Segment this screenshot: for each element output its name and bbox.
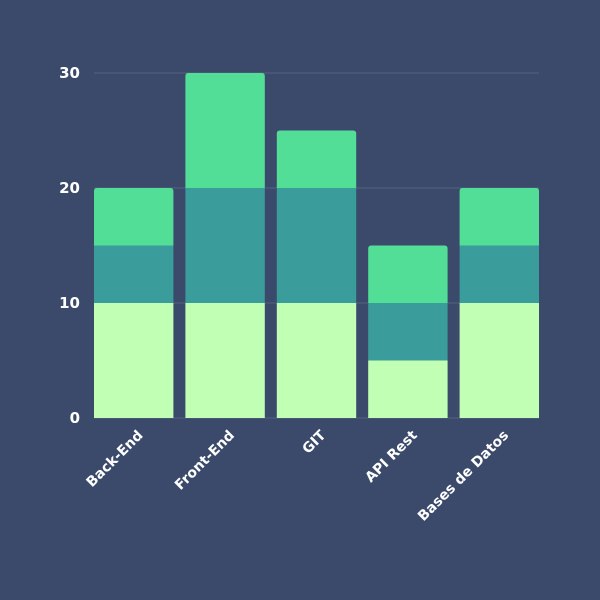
y-tick-label-20: 20 xyxy=(59,179,80,197)
bar-git-segment-1 xyxy=(276,303,357,418)
x-tick-label-api-rest: API Rest xyxy=(362,427,421,486)
y-tick-label-0: 0 xyxy=(70,409,80,427)
bar-api-rest-segment-1 xyxy=(368,360,448,418)
bar-front-end-segment-1 xyxy=(185,303,265,418)
y-axis-ticks: 0 10 20 30 xyxy=(59,64,80,427)
y-tick-label-10: 10 xyxy=(59,294,80,312)
bar-api-rest-segment-2 xyxy=(368,303,448,361)
bar-front-end-segment-3 xyxy=(185,73,265,188)
x-tick-label-bases-de-datos: Bases de Datos xyxy=(415,428,512,525)
bar-back-end-segment-1 xyxy=(94,303,174,418)
bar-back-end-segment-2 xyxy=(94,245,174,303)
x-tick-label-front-end: Front-End xyxy=(172,428,238,494)
bar-front-end-segment-2 xyxy=(185,188,265,303)
x-tick-label-back-end: Back-End xyxy=(84,428,147,491)
bar-api-rest-segment-3 xyxy=(368,245,448,303)
bar-git-segment-3 xyxy=(276,130,357,188)
bars xyxy=(94,73,539,418)
bar-back-end-segment-3 xyxy=(94,188,174,246)
bar-bases-de-datos-segment-3 xyxy=(459,188,539,246)
bar-git-segment-2 xyxy=(276,188,357,303)
x-tick-label-git: GIT xyxy=(299,427,329,457)
bar-bases-de-datos-segment-1 xyxy=(459,303,539,418)
bar-bases-de-datos-segment-2 xyxy=(459,245,539,303)
y-tick-label-30: 30 xyxy=(59,64,80,82)
